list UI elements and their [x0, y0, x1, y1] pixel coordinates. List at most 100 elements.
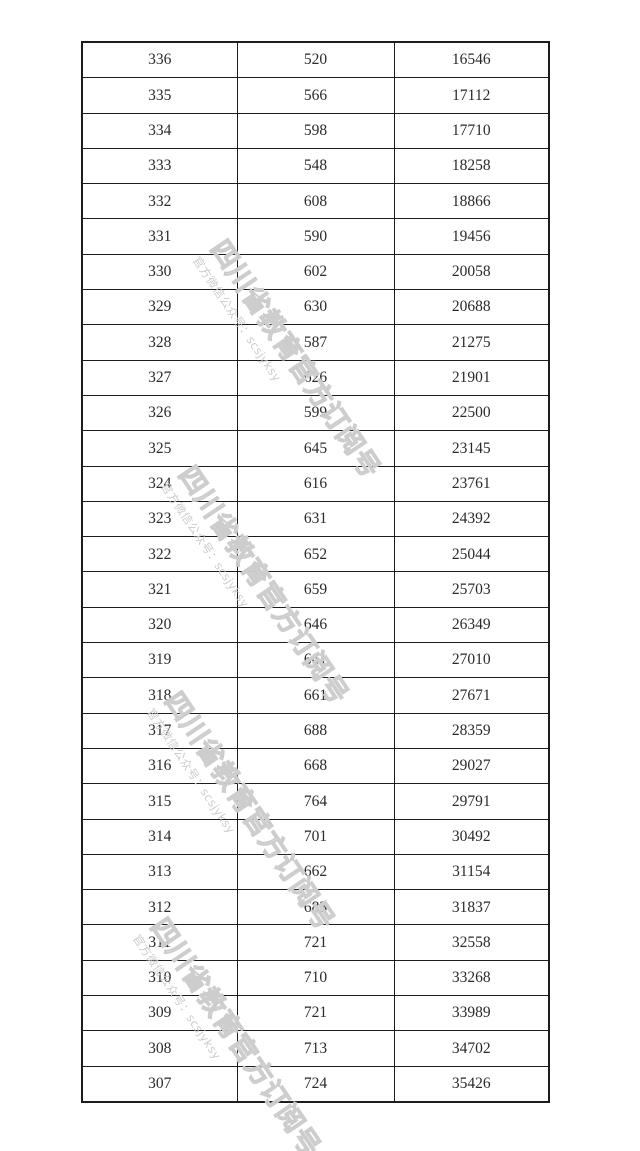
score-cell: 308 — [81, 1030, 238, 1067]
table-row: 329 630 20688 — [81, 289, 550, 326]
count-cell: 721 — [236, 924, 395, 961]
score-cell: 329 — [81, 289, 238, 326]
table-row: 313 662 31154 — [81, 853, 550, 891]
score-cell: 334 — [81, 112, 238, 149]
table-row: 328 587 21275 — [81, 324, 550, 361]
score-cell: 321 — [81, 571, 238, 608]
score-cell: 320 — [81, 606, 238, 644]
table-row: 333 548 18258 — [81, 147, 550, 185]
score-cell: 307 — [81, 1065, 238, 1103]
score-cell: 336 — [81, 41, 238, 79]
table-row: 316 668 29027 — [81, 747, 550, 785]
table-row: 327 626 21901 — [81, 359, 550, 396]
score-cell: 310 — [81, 959, 238, 997]
table-row: 335 566 17112 — [81, 77, 550, 114]
table-row: 326 599 22500 — [81, 394, 550, 432]
cumulative-cell: 32558 — [393, 924, 550, 961]
table-row: 314 701 30492 — [81, 818, 550, 855]
cumulative-cell: 29027 — [393, 747, 550, 785]
count-cell: 724 — [236, 1065, 395, 1103]
count-cell: 616 — [236, 465, 395, 502]
cumulative-cell: 23761 — [393, 465, 550, 502]
cumulative-cell: 31837 — [393, 889, 550, 926]
score-cell: 314 — [81, 818, 238, 855]
score-cell: 319 — [81, 642, 238, 679]
table-row: 309 721 33989 — [81, 995, 550, 1032]
count-cell: 631 — [236, 500, 395, 538]
score-cell: 313 — [81, 853, 238, 891]
table-row: 308 713 34702 — [81, 1030, 550, 1067]
cumulative-cell: 20058 — [393, 253, 550, 291]
cumulative-cell: 17710 — [393, 112, 550, 149]
score-cell: 335 — [81, 77, 238, 114]
score-cell: 318 — [81, 677, 238, 714]
count-cell: 721 — [236, 995, 395, 1032]
count-cell: 701 — [236, 818, 395, 855]
cumulative-cell: 35426 — [393, 1065, 550, 1103]
cumulative-cell: 18258 — [393, 147, 550, 185]
cumulative-cell: 34702 — [393, 1030, 550, 1067]
count-cell: 764 — [236, 783, 395, 820]
table-row: 310 710 33268 — [81, 959, 550, 997]
count-cell: 626 — [236, 359, 395, 396]
cumulative-cell: 22500 — [393, 394, 550, 432]
count-cell: 645 — [236, 430, 395, 467]
count-cell: 548 — [236, 147, 395, 185]
score-cell: 323 — [81, 500, 238, 538]
table-row: 324 616 23761 — [81, 465, 550, 502]
table-row: 307 724 35426 — [81, 1065, 550, 1103]
count-cell: 662 — [236, 853, 395, 891]
cumulative-cell: 31154 — [393, 853, 550, 891]
score-cell: 333 — [81, 147, 238, 185]
table-body: 336 520 16546 335 566 17112 334 598 17710 333 548 1… — [81, 41, 550, 1103]
score-cell: 317 — [81, 712, 238, 749]
table-row: 323 631 24392 — [81, 500, 550, 538]
score-cell: 328 — [81, 324, 238, 361]
cumulative-cell: 25703 — [393, 571, 550, 608]
table-row: 320 646 26349 — [81, 606, 550, 644]
score-cell: 312 — [81, 889, 238, 926]
table-row: 317 688 28359 — [81, 712, 550, 749]
cumulative-cell: 21901 — [393, 359, 550, 396]
score-cell: 325 — [81, 430, 238, 467]
count-cell: 602 — [236, 253, 395, 291]
table-row: 322 652 25044 — [81, 536, 550, 573]
count-cell: 683 — [236, 889, 395, 926]
cumulative-cell: 18866 — [393, 183, 550, 220]
table-row: 311 721 32558 — [81, 924, 550, 961]
score-cell: 309 — [81, 995, 238, 1032]
table-row: 315 764 29791 — [81, 783, 550, 820]
cumulative-cell: 20688 — [393, 289, 550, 326]
cumulative-cell: 23145 — [393, 430, 550, 467]
score-cell: 326 — [81, 394, 238, 432]
count-cell: 590 — [236, 218, 395, 255]
cumulative-cell: 30492 — [393, 818, 550, 855]
cumulative-cell: 29791 — [393, 783, 550, 820]
count-cell: 587 — [236, 324, 395, 361]
table-row: 319 661 27010 — [81, 642, 550, 679]
count-cell: 688 — [236, 712, 395, 749]
cumulative-cell: 33268 — [393, 959, 550, 997]
cumulative-cell: 26349 — [393, 606, 550, 644]
score-cell: 330 — [81, 253, 238, 291]
count-cell: 661 — [236, 677, 395, 714]
count-cell: 566 — [236, 77, 395, 114]
table-row: 332 608 18866 — [81, 183, 550, 220]
count-cell: 599 — [236, 394, 395, 432]
cumulative-cell: 21275 — [393, 324, 550, 361]
score-cell: 316 — [81, 747, 238, 785]
cumulative-cell: 33989 — [393, 995, 550, 1032]
table-row: 318 661 27671 — [81, 677, 550, 714]
score-cell: 324 — [81, 465, 238, 502]
score-cell: 331 — [81, 218, 238, 255]
count-cell: 652 — [236, 536, 395, 573]
table-row: 331 590 19456 — [81, 218, 550, 255]
table-row: 334 598 17710 — [81, 112, 550, 149]
cumulative-cell: 27010 — [393, 642, 550, 679]
count-cell: 646 — [236, 606, 395, 644]
score-cell: 327 — [81, 359, 238, 396]
count-cell: 520 — [236, 41, 395, 79]
cumulative-cell: 16546 — [393, 41, 550, 79]
cumulative-cell: 28359 — [393, 712, 550, 749]
